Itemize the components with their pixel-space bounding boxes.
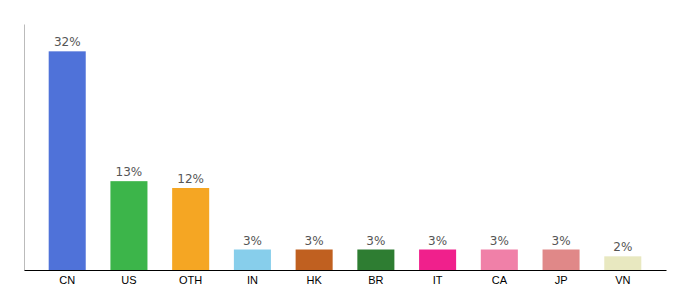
x-tick: HK bbox=[306, 270, 322, 286]
bar bbox=[234, 250, 271, 271]
x-tick: IN bbox=[247, 270, 258, 286]
x-axis: CN US OTH IN HK BR IT CA JP VN bbox=[25, 270, 667, 286]
x-tick-label: VN bbox=[615, 274, 630, 286]
bar bbox=[481, 250, 518, 271]
data-label: 3% bbox=[366, 234, 385, 248]
data-label: 32% bbox=[54, 35, 81, 49]
y-axis bbox=[24, 25, 25, 271]
data-label: 3% bbox=[243, 234, 262, 248]
x-tick-label: BR bbox=[368, 274, 383, 286]
bar bbox=[357, 250, 394, 271]
x-tick: IT bbox=[433, 270, 443, 286]
data-label: 13% bbox=[116, 165, 143, 179]
x-tick-label: CA bbox=[492, 274, 508, 286]
x-tick: BR bbox=[368, 270, 383, 286]
x-axis-line bbox=[25, 270, 667, 271]
x-tick: OTH bbox=[179, 270, 202, 286]
bar bbox=[49, 51, 86, 270]
data-labels: 32% 13% 12% 3% 3% 3% 3% 3% 3% 2% bbox=[54, 35, 632, 254]
x-tick-label: OTH bbox=[179, 274, 202, 286]
bar bbox=[604, 256, 641, 270]
x-tick-label: HK bbox=[306, 274, 322, 286]
bar bbox=[543, 250, 580, 271]
bar bbox=[110, 181, 147, 270]
x-tick-label: IN bbox=[247, 274, 258, 286]
data-label: 3% bbox=[552, 234, 571, 248]
x-tick-label: CN bbox=[59, 274, 75, 286]
x-tick: VN bbox=[615, 270, 630, 286]
data-label: 3% bbox=[428, 234, 447, 248]
bar bbox=[419, 250, 456, 271]
x-tick: CA bbox=[492, 270, 508, 286]
data-label: 12% bbox=[177, 172, 204, 186]
data-label: 3% bbox=[490, 234, 509, 248]
chart: CN US OTH IN HK BR IT CA JP VN 32% 13% 12% 3% 3% 3% 3% 3%… bbox=[0, 0, 680, 300]
y-axis-line bbox=[24, 25, 25, 271]
plot: CN US OTH IN HK BR IT CA JP VN 32% 13% 12% 3% 3% 3% 3% 3%… bbox=[25, 25, 667, 286]
bar bbox=[296, 250, 333, 271]
x-tick-label: US bbox=[121, 274, 136, 286]
x-tick-label: IT bbox=[433, 274, 443, 286]
x-tick: CN bbox=[59, 270, 75, 286]
bar bbox=[172, 188, 209, 270]
data-label: 3% bbox=[305, 234, 324, 248]
x-tick-label: JP bbox=[555, 274, 568, 286]
x-tick: JP bbox=[555, 270, 568, 286]
bars bbox=[49, 51, 642, 270]
data-label: 2% bbox=[613, 240, 632, 254]
x-tick: US bbox=[121, 270, 136, 286]
